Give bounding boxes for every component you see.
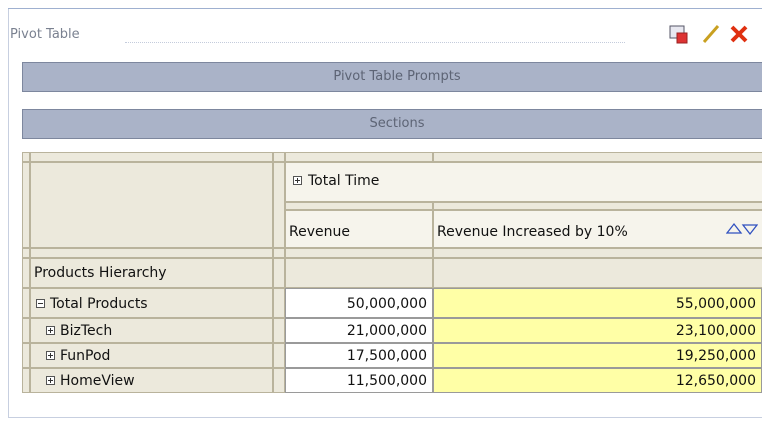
measure-header-text: Revenue Increased by 10% <box>437 224 628 240</box>
strip <box>22 248 30 258</box>
measure-header: Revenue <box>285 210 433 248</box>
strip <box>22 318 30 343</box>
row-label-text: HomeView <box>60 373 135 389</box>
row-label-text: BizTech <box>60 323 113 339</box>
title-rule <box>125 42 625 43</box>
strip <box>273 248 285 258</box>
value-cell: 23,100,000 <box>433 318 762 343</box>
strip <box>22 162 30 248</box>
edit-icon[interactable] <box>702 25 720 43</box>
delete-icon-stroke <box>730 25 748 43</box>
row-label-text: Total Products <box>50 295 148 312</box>
row-label: Total Products <box>30 288 273 318</box>
strip <box>22 368 30 393</box>
strip <box>433 152 762 162</box>
value-cell: 55,000,000 <box>433 288 762 318</box>
strip <box>285 152 433 162</box>
row-label: BizTech <box>30 318 273 343</box>
expand-icon[interactable] <box>46 326 55 335</box>
empty-cell <box>433 258 762 288</box>
strip <box>22 343 30 368</box>
row-label: FunPod <box>30 343 273 368</box>
strip <box>273 368 285 393</box>
sort-arrows[interactable] <box>726 222 758 236</box>
toolbar-icons <box>669 25 748 44</box>
value-cell-text: 11,500,000 <box>346 373 427 389</box>
value-cell-text: 55,000,000 <box>675 295 756 312</box>
value-cell-text: 21,000,000 <box>346 323 427 339</box>
strip <box>22 288 30 318</box>
value-cell-text: 50,000,000 <box>346 295 427 312</box>
format-icon-badge <box>676 32 688 44</box>
value-cell-text: 23,100,000 <box>675 323 756 339</box>
strip <box>285 248 433 258</box>
strip <box>22 152 30 162</box>
collapse-icon[interactable] <box>36 298 45 308</box>
expand-icon[interactable] <box>46 351 55 360</box>
strip <box>273 162 285 248</box>
strip <box>30 152 273 162</box>
value-cell: 12,650,000 <box>433 368 762 393</box>
prompts-bar[interactable]: Pivot Table Prompts <box>22 62 762 92</box>
value-cell: 19,250,000 <box>433 343 762 368</box>
value-cell-text: 19,250,000 <box>675 348 756 364</box>
column-header-text: Total Time <box>308 173 380 189</box>
strip <box>433 248 762 258</box>
strip <box>273 258 285 288</box>
empty-cell <box>285 258 433 288</box>
value-cell: 11,500,000 <box>285 368 433 393</box>
panel-title: Pivot Table <box>10 27 80 42</box>
column-header: Total Time <box>285 162 762 202</box>
strip <box>273 288 285 318</box>
value-cell: 21,000,000 <box>285 318 433 343</box>
panel-top-border <box>8 8 762 9</box>
expand-icon[interactable] <box>46 376 55 385</box>
strip <box>30 248 273 258</box>
row-label-text: FunPod <box>60 348 111 364</box>
measure-header: Revenue Increased by 10% <box>433 210 762 248</box>
value-cell: 17,500,000 <box>285 343 433 368</box>
measure-header-text: Revenue <box>289 224 350 240</box>
row-header-text: Products Hierarchy <box>34 265 167 281</box>
row-label: HomeView <box>30 368 273 393</box>
expand-icon[interactable] <box>293 176 302 185</box>
strip <box>22 258 30 288</box>
corner-cell <box>30 162 273 248</box>
value-cell-text: 17,500,000 <box>346 348 427 364</box>
sections-bar[interactable]: Sections <box>22 109 762 139</box>
strip <box>273 318 285 343</box>
row-header: Products Hierarchy <box>30 258 273 288</box>
strip <box>433 202 762 210</box>
strip <box>273 152 285 162</box>
value-cell-text: 12,650,000 <box>675 373 756 389</box>
strip <box>285 202 433 210</box>
strip <box>273 343 285 368</box>
value-cell: 50,000,000 <box>285 288 433 318</box>
